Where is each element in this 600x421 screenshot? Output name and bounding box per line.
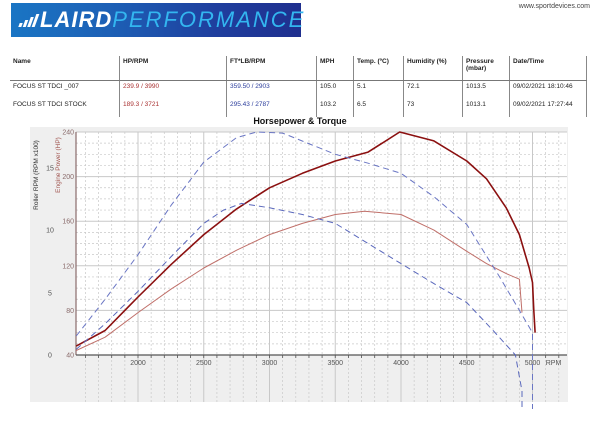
y-tick-label: 160 — [62, 219, 74, 226]
series — [75, 131, 536, 409]
axes — [75, 132, 567, 358]
x-tick-label: 5000 — [525, 360, 541, 367]
series-line-0 — [75, 131, 536, 347]
col-name: Name — [10, 56, 120, 81]
run-hp-rpm: 239.9 / 3990 — [119, 80, 227, 99]
y-tick-label: 120 — [62, 263, 74, 270]
y-tick-label: 200 — [62, 174, 74, 181]
run-humidity: 73 — [403, 99, 463, 117]
y2-tick-label: 15 — [46, 166, 54, 173]
table-row[interactable]: FOCUS ST TDCI _007 239.9 / 3990 359.50 /… — [10, 80, 587, 99]
col-tq-rpm: FT*LB/RPM — [226, 56, 317, 81]
signal-bars-icon — [18, 13, 40, 27]
plot-area — [76, 132, 567, 355]
table-row[interactable]: FOCUS ST TDCI STOCK 189.3 / 3721 295.43 … — [10, 99, 587, 117]
y-tick-label: 80 — [66, 308, 74, 315]
col-datetime: Date/Time — [509, 56, 587, 81]
runs-table: Name HP/RPM FT*LB/RPM MPH Temp. (ºC) Hum… — [10, 56, 587, 117]
x-tick-label: 4000 — [393, 360, 409, 367]
x-tick-label: 4500 — [459, 360, 475, 367]
y2-tick-label: 10 — [46, 228, 54, 235]
run-tq-rpm: 359.50 / 2903 — [226, 80, 317, 99]
run-pressure: 1013.1 — [462, 99, 510, 117]
x-axis-label: RPM — [546, 360, 562, 367]
run-pressure: 1013.5 — [462, 80, 510, 99]
y-tick-label: 40 — [66, 353, 74, 360]
run-datetime: 09/02/2021 17:27:44 — [509, 99, 587, 117]
y2-tick-label: 5 — [48, 291, 52, 298]
run-mph: 105.0 — [316, 80, 354, 99]
run-name: FOCUS ST TDCI STOCK — [13, 101, 87, 108]
chart-panel — [30, 127, 568, 402]
laird-performance-logo: LAIRD PERFORMANCE — [11, 3, 303, 37]
run-mph: 103.2 — [316, 99, 354, 117]
col-hp-rpm: HP/RPM — [119, 56, 227, 81]
y-axis-label: Engine Power (HP) — [55, 137, 62, 193]
chart-title: Horsepower & Torque — [253, 116, 347, 126]
run-humidity: 72.1 — [403, 80, 463, 99]
run-hp-rpm: 189.3 / 3721 — [119, 99, 227, 117]
logo-text-light: PERFORMANCE — [112, 7, 306, 32]
col-humidity: Humidity (%) — [403, 56, 463, 81]
y-tick-label: 240 — [62, 130, 74, 137]
col-pressure: Pressure (mbar) — [462, 56, 510, 81]
run-name: FOCUS ST TDCI _007 — [13, 83, 79, 90]
y2-tick-label: 0 — [48, 353, 52, 360]
series-line-2 — [75, 131, 533, 409]
run-datetime: 09/02/2021 18:10:46 — [509, 80, 587, 99]
run-tq-rpm: 295.43 / 2787 — [226, 99, 317, 117]
series-line-3 — [75, 202, 523, 409]
x-tick-label: 2500 — [196, 360, 212, 367]
logo-text-bold: LAIRD — [40, 7, 113, 32]
run-temp: 5.1 — [353, 80, 404, 99]
grid — [76, 131, 567, 402]
site-url[interactable]: www.sportdevices.com — [518, 3, 590, 10]
col-mph: MPH — [316, 56, 354, 81]
x-tick-label: 3000 — [262, 360, 278, 367]
axis-labels: 2000 2500 3000 3500 4000 4500 5000 RPM408012016… — [33, 130, 561, 368]
run-temp: 6.5 — [353, 99, 404, 117]
x-tick-label: 2000 — [130, 360, 146, 367]
series-line-1 — [75, 210, 523, 351]
y2-axis-label: Roller RPM (RPM x100) — [33, 140, 40, 210]
col-temp: Temp. (ºC) — [353, 56, 404, 81]
table-header-row: Name HP/RPM FT*LB/RPM MPH Temp. (ºC) Hum… — [10, 56, 587, 81]
x-tick-label: 3500 — [327, 360, 343, 367]
